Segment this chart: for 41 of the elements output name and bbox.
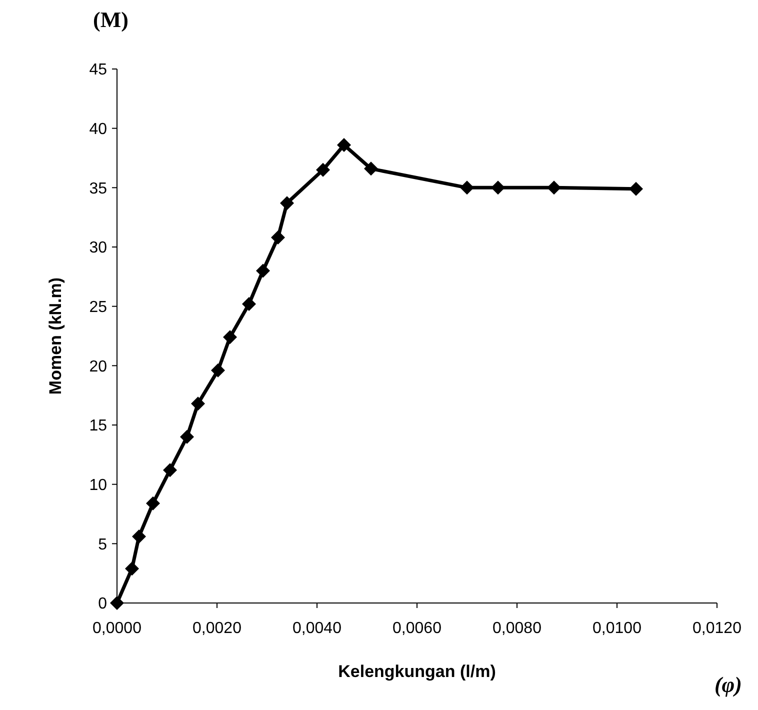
- x-tick-label: 0,0120: [692, 620, 742, 637]
- point: [125, 562, 139, 576]
- point: [256, 264, 270, 278]
- text: (M): [93, 7, 128, 32]
- point: [132, 530, 146, 544]
- y-tick-label: 30: [89, 240, 108, 257]
- point: [491, 180, 505, 195]
- point: [271, 230, 285, 245]
- point: [316, 162, 330, 177]
- y-tick-label: 45: [89, 62, 108, 79]
- y-tick-label: 35: [89, 180, 108, 198]
- point: [146, 496, 160, 510]
- point: [163, 463, 177, 478]
- y-axis-title: Momen (kN.m): [46, 277, 65, 395]
- point: [280, 196, 294, 210]
- point: [242, 296, 256, 311]
- y-tick-label: 10: [89, 476, 108, 494]
- x-tick-label: 0,0020: [192, 620, 242, 637]
- y-tick-label: 15: [89, 418, 108, 435]
- point: [337, 138, 351, 152]
- y-tick-label: 0: [98, 596, 108, 613]
- y-tick-label: 20: [89, 358, 108, 376]
- point: [191, 396, 205, 411]
- point: [364, 162, 378, 176]
- x-tick-label: 0,0040: [292, 620, 342, 637]
- y-tick-label: 5: [98, 536, 108, 554]
- y-tick-label: 25: [89, 298, 108, 316]
- point: [180, 430, 194, 444]
- point: [629, 182, 643, 196]
- x-tick-label: 0,0060: [392, 620, 442, 637]
- y-tick-label: 40: [89, 120, 108, 138]
- point: [223, 330, 237, 344]
- text: (φ): [714, 672, 742, 697]
- point: [460, 180, 474, 195]
- point: [547, 180, 561, 195]
- point: [110, 596, 124, 610]
- x-tick-label: 0,0000: [92, 620, 142, 637]
- x-axis-title: Kelengkungan (l/m): [338, 662, 496, 681]
- x-tick-label: 0,0080: [492, 620, 542, 637]
- x-tick-label: 0,0100: [592, 620, 642, 637]
- point: [211, 363, 225, 378]
